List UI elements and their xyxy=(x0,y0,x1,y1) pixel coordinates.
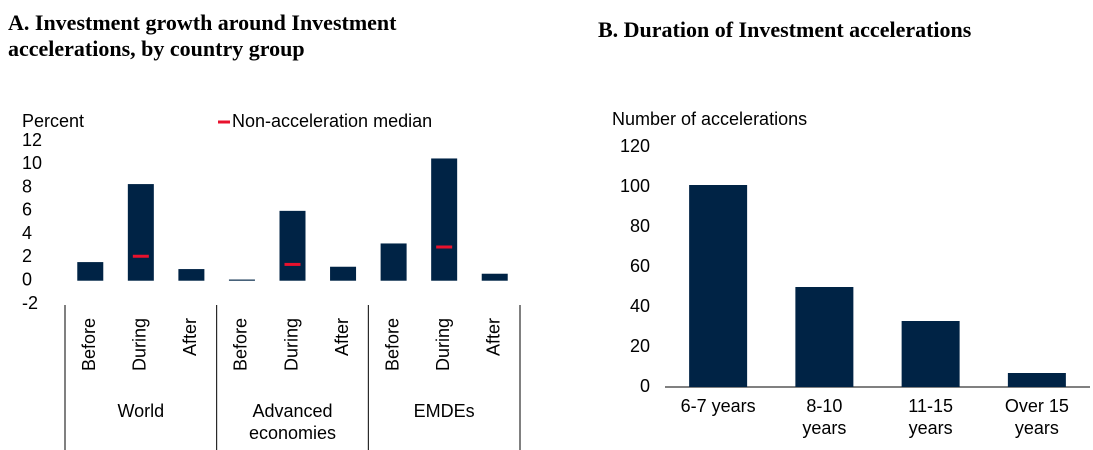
y-tick-label: -2 xyxy=(22,293,38,313)
bar xyxy=(178,269,205,281)
y-tick-label: 40 xyxy=(630,296,650,316)
bar xyxy=(127,184,154,281)
bar xyxy=(1007,373,1066,387)
y-tick-label: 12 xyxy=(22,130,42,150)
bar xyxy=(431,158,458,281)
y-tick-label: 10 xyxy=(22,153,42,173)
y-tick-label: 2 xyxy=(22,246,32,266)
y-tick-label: 6 xyxy=(22,200,32,220)
legend-label: Non-acceleration median xyxy=(232,111,432,131)
y-axis-title: Number of accelerations xyxy=(612,109,807,129)
x-tick-label-box: 11-15 years xyxy=(908,396,953,438)
group-label-box: Advanced economies xyxy=(248,401,336,443)
group-label-box: EMDEs xyxy=(413,401,475,421)
y-tick-label: 0 xyxy=(22,269,32,289)
bar xyxy=(481,273,508,281)
chart-title: B. Duration of Investment accelerations xyxy=(598,17,972,42)
bar xyxy=(279,210,306,281)
x-tick-label: During xyxy=(130,318,150,371)
x-tick-label: During xyxy=(433,318,453,371)
bar xyxy=(795,287,854,387)
group-label-box: World xyxy=(117,401,165,421)
bar xyxy=(77,262,104,281)
x-tick-label: After xyxy=(332,318,352,356)
x-tick-label-box: 6-7 years xyxy=(680,396,756,416)
chart-title: A. Investment growth around Investment a… xyxy=(8,10,397,61)
x-tick-label: Before xyxy=(79,318,99,371)
x-tick-label: During xyxy=(281,318,301,371)
group-label: EMDEs xyxy=(413,401,475,421)
x-tick-label: 8-10 years xyxy=(802,396,847,438)
y-tick-label: 80 xyxy=(630,216,650,236)
x-tick-label: 6-7 years xyxy=(680,396,756,416)
y-tick-label: 100 xyxy=(620,176,650,196)
x-tick-label-box: Over 15 years xyxy=(1004,396,1069,438)
bar xyxy=(689,185,748,387)
x-tick-label-box: 8-10 years xyxy=(802,396,847,438)
x-tick-label: After xyxy=(180,318,200,356)
y-tick-label: 120 xyxy=(620,136,650,156)
y-tick-label: 60 xyxy=(630,256,650,276)
x-tick-label: Before xyxy=(231,318,251,371)
bar xyxy=(380,243,407,281)
bar xyxy=(901,321,960,387)
x-tick-label: 11-15 years xyxy=(908,396,953,438)
y-axis-title: Percent xyxy=(22,111,84,131)
x-tick-label: Over 15 years xyxy=(1004,396,1069,438)
y-tick-label: 4 xyxy=(22,223,32,243)
bar xyxy=(228,279,255,281)
x-tick-label: After xyxy=(483,318,503,356)
y-tick-label: 8 xyxy=(22,176,32,196)
y-tick-label: 20 xyxy=(630,336,650,356)
group-label: Advanced economies xyxy=(248,401,336,443)
group-label: World xyxy=(117,401,165,421)
y-tick-label: 0 xyxy=(640,376,650,396)
bar xyxy=(330,266,357,281)
x-tick-label: Before xyxy=(382,318,402,371)
